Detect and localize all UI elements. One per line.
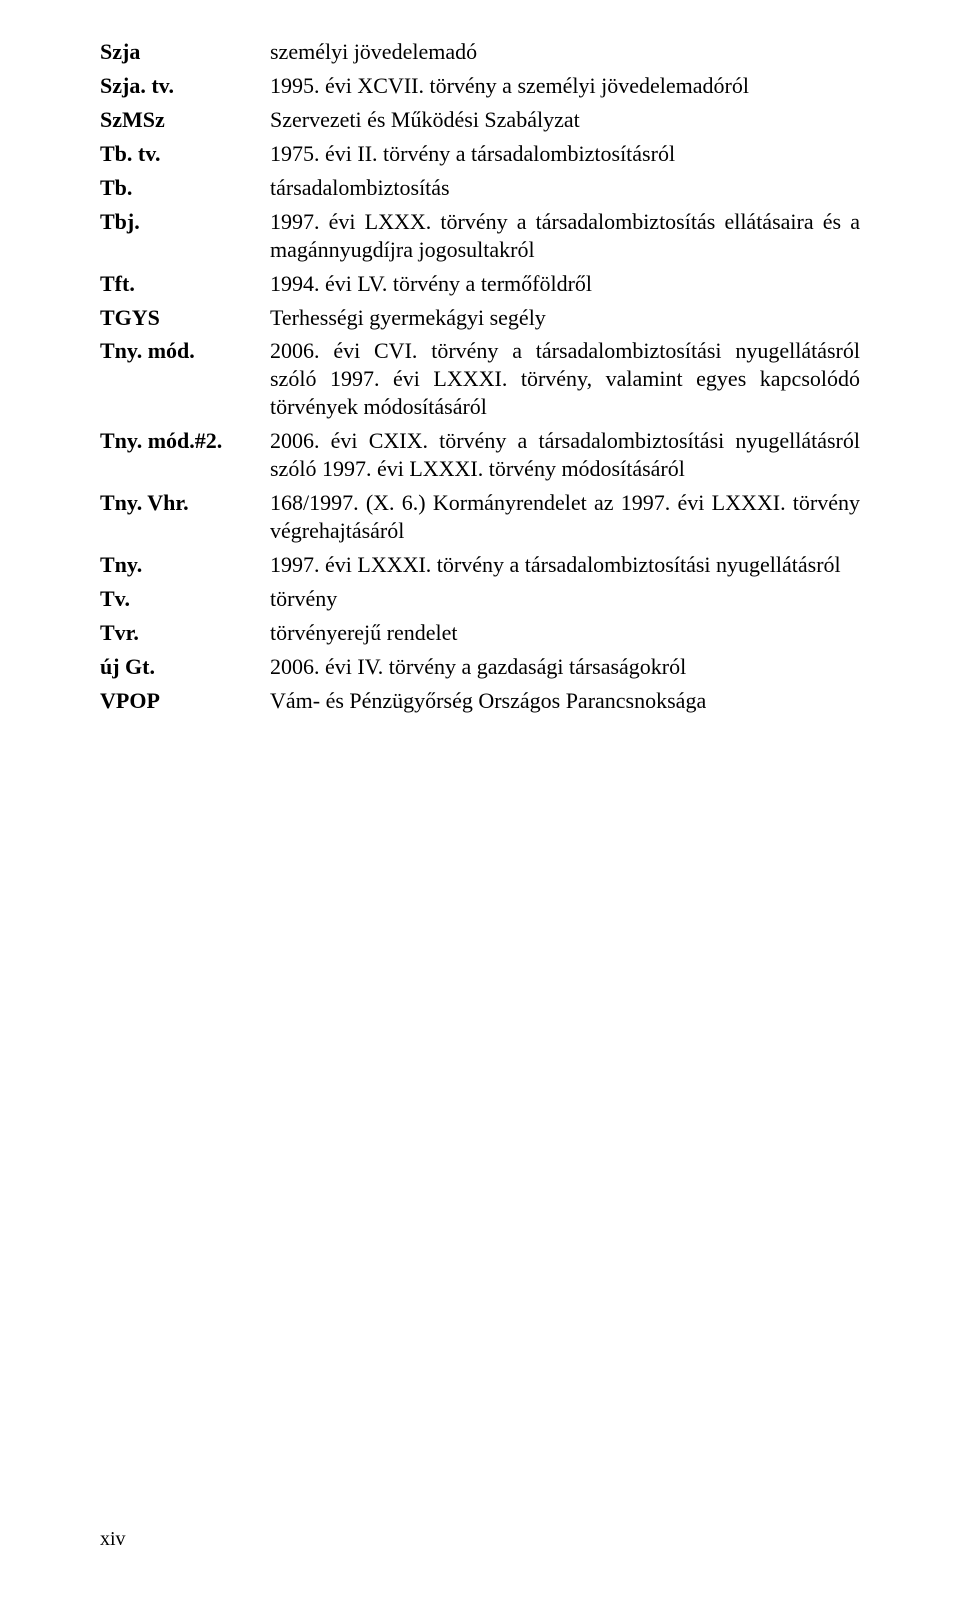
definition: Szervezeti és Működési Szabályzat: [270, 106, 860, 134]
term: Tb. tv.: [100, 140, 270, 168]
list-item: VPOP Vám- és Pénzügyőrség Országos Paran…: [100, 687, 860, 715]
term: Szja: [100, 38, 270, 66]
term: Tny. mód.#2.: [100, 427, 270, 455]
list-item: TGYS Terhességi gyermekágyi segély: [100, 304, 860, 332]
definition: 2006. évi CVI. törvény a társadalombizto…: [270, 337, 860, 421]
term: Tbj.: [100, 208, 270, 236]
document-page: Szja személyi jövedelemadó Szja. tv. 199…: [0, 0, 960, 1617]
term: Tny.: [100, 551, 270, 579]
list-item: Tny. mód.#2. 2006. évi CXIX. törvény a t…: [100, 427, 860, 483]
page-number: xiv: [100, 1528, 126, 1551]
list-item: SzMSz Szervezeti és Működési Szabályzat: [100, 106, 860, 134]
list-item: Tbj. 1997. évi LXXX. törvény a társadalo…: [100, 208, 860, 264]
list-item: Tny. 1997. évi LXXXI. törvény a társadal…: [100, 551, 860, 579]
list-item: Tb. tv. 1975. évi II. törvény a társadal…: [100, 140, 860, 168]
term: új Gt.: [100, 653, 270, 681]
term: TGYS: [100, 304, 270, 332]
list-item: Tv. törvény: [100, 585, 860, 613]
list-item: Szja személyi jövedelemadó: [100, 38, 860, 66]
definition: 1997. évi LXXXI. törvény a társadalombiz…: [270, 551, 860, 579]
list-item: új Gt. 2006. évi IV. törvény a gazdasági…: [100, 653, 860, 681]
definition: 2006. évi IV. törvény a gazdasági társas…: [270, 653, 860, 681]
term: Tft.: [100, 270, 270, 298]
term: Tny. Vhr.: [100, 489, 270, 517]
definition: 1994. évi LV. törvény a termőföldről: [270, 270, 860, 298]
list-item: Tny. Vhr. 168/1997. (X. 6.) Kormányrende…: [100, 489, 860, 545]
abbreviation-list: Szja személyi jövedelemadó Szja. tv. 199…: [100, 38, 860, 715]
term: Tv.: [100, 585, 270, 613]
list-item: Tft. 1994. évi LV. törvény a termőföldrő…: [100, 270, 860, 298]
term: SzMSz: [100, 106, 270, 134]
definition: 1997. évi LXXX. törvény a társadalombizt…: [270, 208, 860, 264]
term: Tny. mód.: [100, 337, 270, 365]
definition: 2006. évi CXIX. törvény a társadalombizt…: [270, 427, 860, 483]
definition: Terhességi gyermekágyi segély: [270, 304, 860, 332]
list-item: Tb. társadalombiztosítás: [100, 174, 860, 202]
definition: törvény: [270, 585, 860, 613]
list-item: Szja. tv. 1995. évi XCVII. törvény a sze…: [100, 72, 860, 100]
definition: társadalombiztosítás: [270, 174, 860, 202]
definition: 1975. évi II. törvény a társadalombiztos…: [270, 140, 860, 168]
definition: Vám- és Pénzügyőrség Országos Parancsnok…: [270, 687, 860, 715]
list-item: Tny. mód. 2006. évi CVI. törvény a társa…: [100, 337, 860, 421]
definition: 1995. évi XCVII. törvény a személyi jöve…: [270, 72, 860, 100]
term: Tb.: [100, 174, 270, 202]
term: VPOP: [100, 687, 270, 715]
term: Szja. tv.: [100, 72, 270, 100]
definition: 168/1997. (X. 6.) Kormányrendelet az 199…: [270, 489, 860, 545]
term: Tvr.: [100, 619, 270, 647]
list-item: Tvr. törvényerejű rendelet: [100, 619, 860, 647]
definition: személyi jövedelemadó: [270, 38, 860, 66]
definition: törvényerejű rendelet: [270, 619, 860, 647]
